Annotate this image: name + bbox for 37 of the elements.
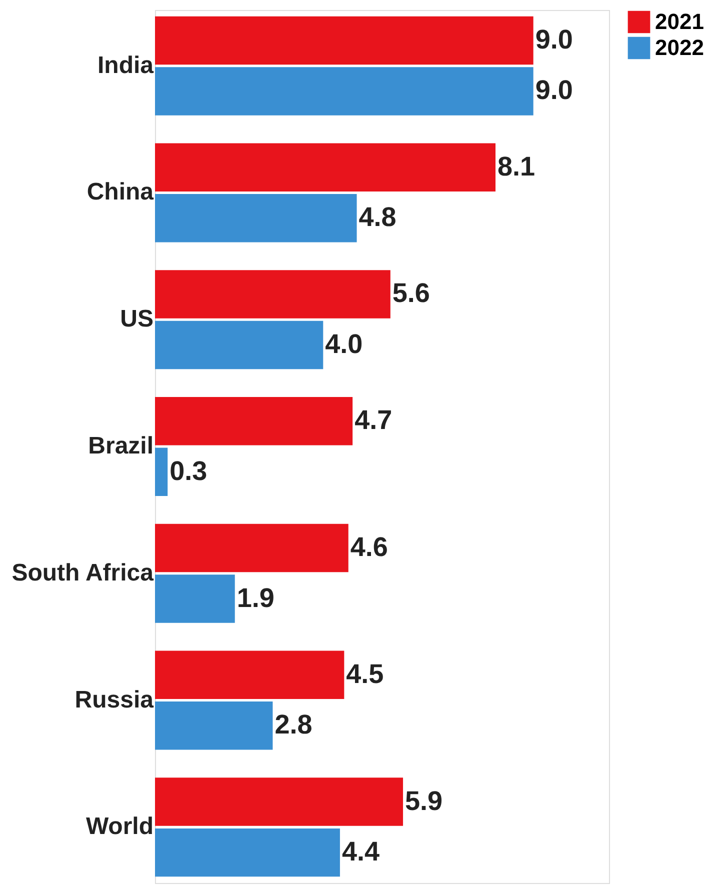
y-tick-label: World bbox=[86, 813, 154, 840]
data-label: 8.1 bbox=[498, 151, 536, 182]
y-tick-label: US bbox=[120, 306, 154, 333]
bar bbox=[155, 650, 344, 700]
bar bbox=[155, 778, 404, 826]
bar bbox=[155, 194, 357, 242]
data-label: 4.4 bbox=[342, 836, 380, 867]
bar bbox=[155, 524, 348, 572]
data-label: 5.6 bbox=[392, 278, 430, 308]
data-label: 9.0 bbox=[535, 24, 573, 54]
data-label: 4.6 bbox=[350, 532, 388, 562]
data-label: 1.9 bbox=[236, 582, 274, 613]
y-tick-label: Russia bbox=[74, 686, 154, 714]
data-label: 4.7 bbox=[354, 405, 392, 436]
legend-label: 2021 bbox=[655, 9, 704, 34]
y-tick-label: South Africa bbox=[12, 559, 154, 586]
y-tick-label: China bbox=[86, 178, 154, 206]
data-label: 0.3 bbox=[170, 456, 208, 486]
data-label: 2.8 bbox=[274, 710, 312, 740]
y-tick-label: Brazil bbox=[88, 432, 154, 460]
bar bbox=[155, 143, 496, 192]
bar bbox=[155, 448, 168, 496]
data-label: 4.0 bbox=[325, 328, 363, 359]
bar bbox=[155, 828, 340, 877]
data-label: 9.0 bbox=[535, 75, 573, 106]
data-label: 5.9 bbox=[405, 786, 443, 816]
bar bbox=[155, 702, 273, 750]
data-label: 4.5 bbox=[346, 658, 384, 689]
legend-label: 2022 bbox=[655, 35, 704, 60]
bar bbox=[155, 67, 534, 116]
bar bbox=[155, 270, 390, 318]
y-tick-label: India bbox=[97, 52, 154, 79]
bar bbox=[155, 574, 235, 623]
bar bbox=[155, 397, 353, 446]
bar bbox=[155, 16, 534, 65]
bar bbox=[155, 320, 324, 370]
data-label: 4.8 bbox=[358, 202, 396, 232]
